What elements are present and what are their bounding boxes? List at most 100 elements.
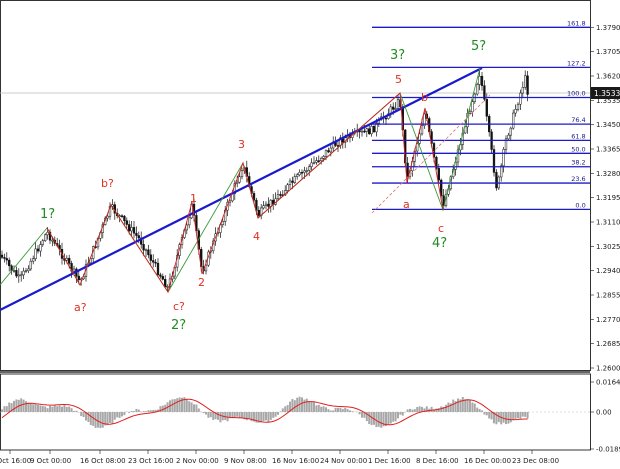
main-trend-line xyxy=(0,67,483,311)
candle-body xyxy=(236,181,239,184)
candle-body xyxy=(363,130,366,133)
osc-signal-line xyxy=(1,398,528,426)
y-tick-label: 1.3365 xyxy=(596,146,620,154)
candle-body xyxy=(77,275,80,281)
candle-body xyxy=(500,165,503,178)
wave-label-2: 2 xyxy=(198,276,205,289)
candle-body xyxy=(507,134,510,140)
candle-body xyxy=(435,156,438,169)
candle-body xyxy=(264,203,268,206)
fib-level-label: 161.8 xyxy=(567,19,586,27)
wave-label-5: 5 xyxy=(395,73,402,86)
y-tick-label: 1.2855 xyxy=(596,292,620,300)
x-tick-label: 2 Nov 00:00 xyxy=(176,457,219,465)
candle-body xyxy=(0,254,4,258)
candle-body xyxy=(372,126,376,133)
fib-level-label: 0.0 xyxy=(575,201,585,209)
candle-body xyxy=(32,258,35,262)
y-axis-ticks: 1.3790 1.3705 1.3620 1.3535 1.3450 1.3365 1.32… xyxy=(590,24,620,373)
candle-body xyxy=(20,274,23,277)
oscillator-ticks: 0.0164 0.00 -0.0189 xyxy=(590,379,620,454)
candle-body xyxy=(255,199,258,211)
candles xyxy=(0,70,529,292)
candle-body xyxy=(68,257,71,264)
candle-body xyxy=(149,254,152,261)
candle-body xyxy=(137,235,140,239)
candle-body xyxy=(12,270,16,272)
candle-body xyxy=(502,149,505,167)
candle-body xyxy=(276,194,280,200)
fib-base-dashed-line xyxy=(371,94,491,214)
candle-body xyxy=(336,145,340,147)
fib-level-label: 61.8 xyxy=(571,132,585,140)
candle-body xyxy=(89,258,92,264)
candle-body xyxy=(519,92,522,105)
candle-body xyxy=(308,166,311,171)
candle-body xyxy=(509,127,512,136)
candle-body xyxy=(5,258,8,261)
candle-body xyxy=(327,150,330,153)
candle-body xyxy=(315,160,318,163)
candle-body xyxy=(188,217,191,226)
candle-body xyxy=(185,224,188,231)
candle-body xyxy=(39,244,42,252)
candle-body xyxy=(324,150,328,157)
candle-body xyxy=(298,172,301,176)
candle-body xyxy=(269,199,272,207)
osc-tick-label: -0.0189 xyxy=(596,446,620,454)
candle-body xyxy=(418,133,421,144)
candle-body xyxy=(286,184,289,191)
candle-body xyxy=(483,85,486,100)
x-tick-label: 16 Dec 00:00 xyxy=(464,457,511,465)
candle-body xyxy=(375,122,378,133)
wave-label-c: c xyxy=(438,222,444,235)
candle-body xyxy=(524,75,527,88)
x-tick-label: 2 Oct 16:00 xyxy=(0,457,31,465)
candle-body xyxy=(279,194,282,196)
x-tick-label: 9 Nov 08:00 xyxy=(224,457,267,465)
wave-label-a: a xyxy=(403,198,410,211)
candle-body xyxy=(368,128,371,135)
candle-body xyxy=(512,112,515,129)
candle-body xyxy=(132,227,136,234)
wave-label-2-green: 2? xyxy=(171,318,186,333)
wave-label-1-green: 1? xyxy=(40,207,55,222)
candle-body xyxy=(296,174,299,177)
osc-tick-label: 0.0164 xyxy=(596,379,620,387)
candle-body xyxy=(130,227,133,232)
candle-body xyxy=(204,264,208,272)
candle-body xyxy=(159,274,162,277)
candle-body xyxy=(476,84,479,95)
candle-body xyxy=(370,126,373,135)
candle-body xyxy=(257,209,260,216)
candle-body xyxy=(22,270,25,276)
candle-body xyxy=(437,168,440,181)
candle-body xyxy=(384,117,388,120)
candle-body xyxy=(303,170,306,173)
candle-body xyxy=(317,160,320,162)
candle-body xyxy=(29,260,32,270)
x-tick-label: 1 Dec 16:00 xyxy=(368,457,411,465)
current-price-box xyxy=(591,87,620,99)
candle-body xyxy=(360,130,364,133)
candle-body xyxy=(144,249,148,252)
fib-level-label: 50.0 xyxy=(571,145,585,153)
candle-body xyxy=(48,231,52,241)
candle-body xyxy=(221,221,224,225)
candle-body xyxy=(15,270,18,277)
candle-body xyxy=(288,180,292,186)
wave-label-4: 4 xyxy=(253,230,260,243)
candle-body xyxy=(240,170,244,178)
x-tick-label: 24 Nov 00:00 xyxy=(320,457,367,465)
y-tick-label: 1.3620 xyxy=(596,73,620,81)
fib-level-label: 76.4 xyxy=(571,116,585,124)
candle-body xyxy=(36,248,40,252)
candle-body xyxy=(485,99,488,117)
x-tick-label: 9 Oct 00:00 xyxy=(30,457,71,465)
y-tick-label: 1.3790 xyxy=(596,24,620,32)
wave-label-3: 3 xyxy=(238,138,245,151)
oscillator xyxy=(1,396,529,429)
candle-body xyxy=(300,172,304,174)
